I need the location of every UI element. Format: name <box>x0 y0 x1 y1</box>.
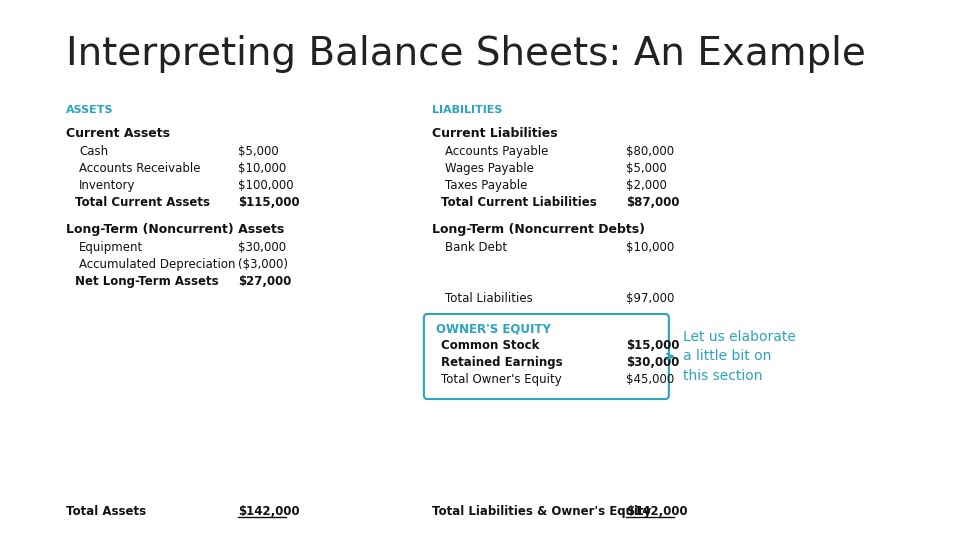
Text: Net Long-Term Assets: Net Long-Term Assets <box>75 275 219 288</box>
Text: Interpreting Balance Sheets: An Example: Interpreting Balance Sheets: An Example <box>66 35 866 73</box>
Text: $10,000: $10,000 <box>626 241 674 254</box>
Text: Long-Term (Noncurrent) Assets: Long-Term (Noncurrent) Assets <box>66 223 284 236</box>
Text: Long-Term (Noncurrent Debts): Long-Term (Noncurrent Debts) <box>432 223 645 236</box>
Text: $5,000: $5,000 <box>238 145 278 158</box>
Text: $97,000: $97,000 <box>626 292 674 305</box>
Text: Total Liabilities: Total Liabilities <box>445 292 533 305</box>
Text: Total Liabilities & Owner's Equity: Total Liabilities & Owner's Equity <box>432 505 651 518</box>
Text: Total Assets: Total Assets <box>66 505 146 518</box>
Text: Wages Payable: Wages Payable <box>445 162 534 175</box>
Text: $5,000: $5,000 <box>626 162 666 175</box>
Text: Total Current Liabilities: Total Current Liabilities <box>441 196 596 209</box>
Text: $142,000: $142,000 <box>238 505 300 518</box>
Text: $2,000: $2,000 <box>626 179 666 192</box>
Text: $100,000: $100,000 <box>238 179 294 192</box>
Text: OWNER'S EQUITY: OWNER'S EQUITY <box>436 322 551 335</box>
Text: ($3,000): ($3,000) <box>238 258 288 271</box>
Text: Cash: Cash <box>80 145 108 158</box>
Text: ASSETS: ASSETS <box>66 105 113 115</box>
Text: $142,000: $142,000 <box>626 505 687 518</box>
Text: LIABILITIES: LIABILITIES <box>432 105 502 115</box>
Text: $10,000: $10,000 <box>238 162 286 175</box>
Text: $27,000: $27,000 <box>238 275 291 288</box>
Text: $87,000: $87,000 <box>626 196 679 209</box>
Text: Retained Earnings: Retained Earnings <box>441 356 563 369</box>
Text: Common Stock: Common Stock <box>441 339 539 352</box>
Text: Total Current Assets: Total Current Assets <box>75 196 210 209</box>
Text: Accounts Payable: Accounts Payable <box>445 145 548 158</box>
Text: Let us elaborate
a little bit on
this section: Let us elaborate a little bit on this se… <box>683 330 796 383</box>
Text: $115,000: $115,000 <box>238 196 300 209</box>
Text: Current Assets: Current Assets <box>66 127 170 140</box>
Text: Equipment: Equipment <box>80 241 144 254</box>
Text: Bank Debt: Bank Debt <box>445 241 507 254</box>
Text: Inventory: Inventory <box>80 179 135 192</box>
Text: $45,000: $45,000 <box>626 373 674 386</box>
Text: Current Liabilities: Current Liabilities <box>432 127 558 140</box>
Text: Accumulated Depreciation: Accumulated Depreciation <box>80 258 236 271</box>
Text: $30,000: $30,000 <box>238 241 286 254</box>
Text: $15,000: $15,000 <box>626 339 679 352</box>
Text: $30,000: $30,000 <box>626 356 679 369</box>
Text: Accounts Receivable: Accounts Receivable <box>80 162 201 175</box>
Text: Total Owner's Equity: Total Owner's Equity <box>441 373 562 386</box>
Text: Taxes Payable: Taxes Payable <box>445 179 527 192</box>
Text: $80,000: $80,000 <box>626 145 674 158</box>
FancyBboxPatch shape <box>424 314 669 399</box>
